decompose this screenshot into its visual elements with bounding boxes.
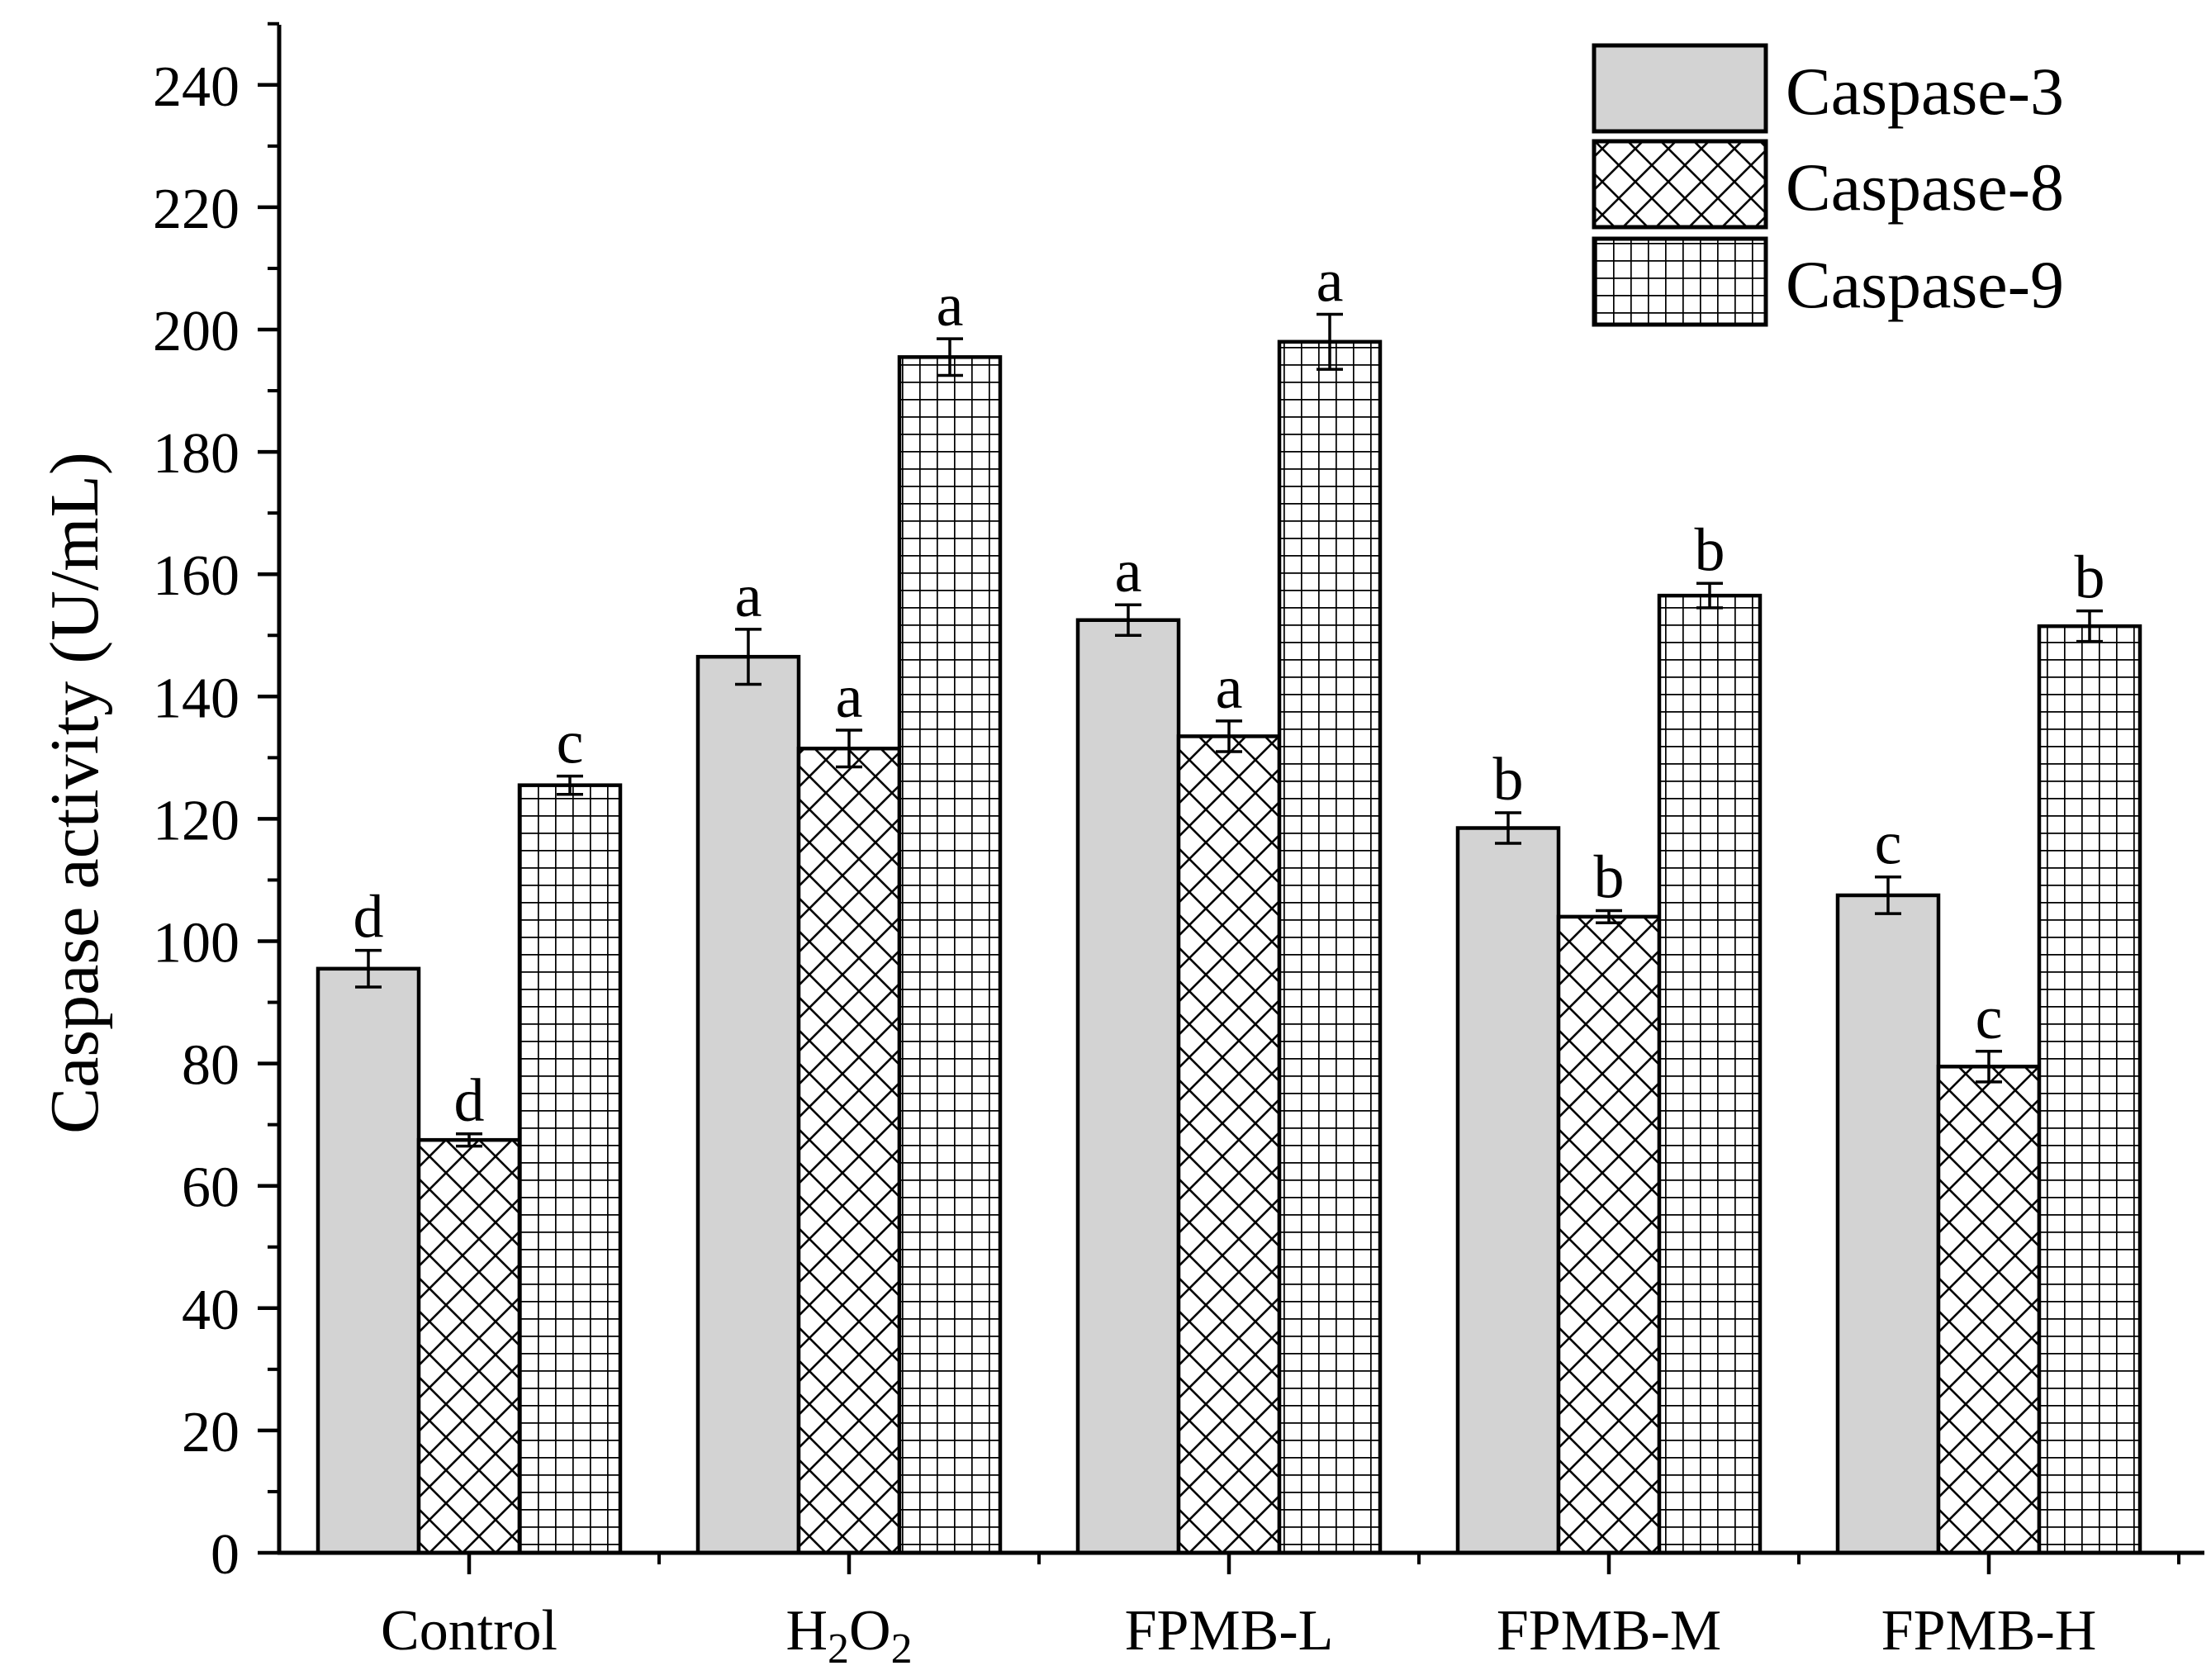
error-bar bbox=[836, 728, 862, 769]
x-tick-label: FPMB-M bbox=[1497, 1599, 1721, 1663]
bar-caspase-9-fpmb-h bbox=[2037, 624, 2142, 1555]
error-bar bbox=[456, 1132, 482, 1148]
significance-letter: c bbox=[1976, 985, 2003, 1052]
significance-letter: b bbox=[1594, 843, 1625, 911]
x-tick-label: FPMB-L bbox=[1125, 1599, 1334, 1663]
bar-caspase-9-control bbox=[517, 783, 623, 1555]
error-bar bbox=[1317, 312, 1343, 371]
error-bar bbox=[1596, 909, 1622, 925]
y-tick-label: 40 bbox=[182, 1279, 240, 1342]
y-tick-label: 140 bbox=[153, 667, 240, 730]
bar-caspase-9-fpmb-m bbox=[1657, 593, 1763, 1555]
significance-letter: a bbox=[1216, 654, 1243, 722]
significance-letter: a bbox=[836, 663, 863, 731]
y-tick-label: 220 bbox=[153, 178, 240, 241]
legend-label-caspase-3: Caspase-3 bbox=[1786, 54, 2064, 129]
error-bar bbox=[735, 628, 762, 686]
error-bar bbox=[1696, 581, 1723, 610]
x-tick-label: FPMB-H bbox=[1881, 1599, 2097, 1663]
y-tick-label: 60 bbox=[182, 1156, 240, 1220]
y-tick-label: 200 bbox=[153, 300, 240, 363]
significance-letter: a bbox=[1115, 538, 1142, 605]
legend-swatch-caspase-8 bbox=[1592, 139, 1768, 230]
y-axis-label: Caspase activity (U/mL) bbox=[36, 452, 113, 1134]
y-tick-label: 120 bbox=[153, 789, 240, 852]
error-bar bbox=[1976, 1050, 2002, 1084]
bar-caspase-8-fpmb-l bbox=[1176, 734, 1282, 1555]
significance-letter: a bbox=[1317, 247, 1344, 315]
error-bar bbox=[2076, 609, 2103, 643]
legend-swatch-caspase-9 bbox=[1592, 236, 1768, 327]
significance-letter: c bbox=[557, 709, 584, 777]
significance-letter: a bbox=[937, 272, 964, 339]
x-tick-label: H2O2 bbox=[785, 1599, 912, 1673]
significance-letter: c bbox=[1875, 810, 1902, 878]
significance-letter: d bbox=[353, 884, 384, 952]
bar-caspase-3-fpmb-l bbox=[1075, 618, 1181, 1555]
legend: Caspase-3 Caspase-8 Caspase-9 bbox=[1592, 43, 2064, 327]
error-bar bbox=[1875, 875, 1901, 915]
bar-caspase-3-fpmb-m bbox=[1455, 826, 1561, 1555]
bar-caspase-3-h2o2 bbox=[695, 654, 801, 1555]
bar-caspase-9-fpmb-l bbox=[1277, 339, 1383, 1555]
plot-area: d a a b c d a a b c c a a b b 0 20 40 60 80 100 120 140 160 180 2… bbox=[153, 21, 2204, 1673]
bar-caspase-3-fpmb-h bbox=[1835, 893, 1941, 1555]
y-tick-label: 180 bbox=[153, 422, 240, 486]
x-tick-label: Control bbox=[381, 1599, 557, 1663]
y-tick-label: 0 bbox=[211, 1523, 240, 1587]
y-tick-label: 20 bbox=[182, 1401, 240, 1464]
error-bar bbox=[355, 948, 382, 989]
bar-caspase-8-fpmb-m bbox=[1556, 914, 1662, 1555]
y-tick-label: 160 bbox=[153, 544, 240, 608]
legend-label-caspase-8: Caspase-8 bbox=[1786, 149, 2064, 225]
bar-caspase-9-h2o2 bbox=[897, 355, 1003, 1555]
error-bar bbox=[1495, 811, 1521, 845]
y-tick-label: 80 bbox=[182, 1034, 240, 1098]
error-bar bbox=[1115, 603, 1141, 637]
error-bar bbox=[937, 337, 963, 377]
legend-swatch-caspase-3 bbox=[1592, 43, 1768, 134]
bar-caspase-3-control bbox=[316, 966, 421, 1555]
bar-caspase-8-h2o2 bbox=[796, 746, 902, 1555]
bar-caspase-8-fpmb-h bbox=[1936, 1065, 2042, 1555]
significance-letter: b bbox=[1493, 746, 1524, 814]
significance-letter: d bbox=[454, 1067, 485, 1135]
y-tick-label: 240 bbox=[153, 55, 240, 119]
significance-letter: b bbox=[1695, 516, 1725, 584]
error-bar bbox=[557, 774, 583, 796]
y-tick-label: 100 bbox=[153, 912, 240, 975]
significance-letter: b bbox=[2075, 544, 2105, 612]
error-bar bbox=[1216, 719, 1242, 753]
bar-caspase-8-control bbox=[416, 1137, 522, 1555]
significance-letter: a bbox=[735, 562, 762, 630]
legend-label-caspase-9: Caspase-9 bbox=[1786, 247, 2064, 322]
